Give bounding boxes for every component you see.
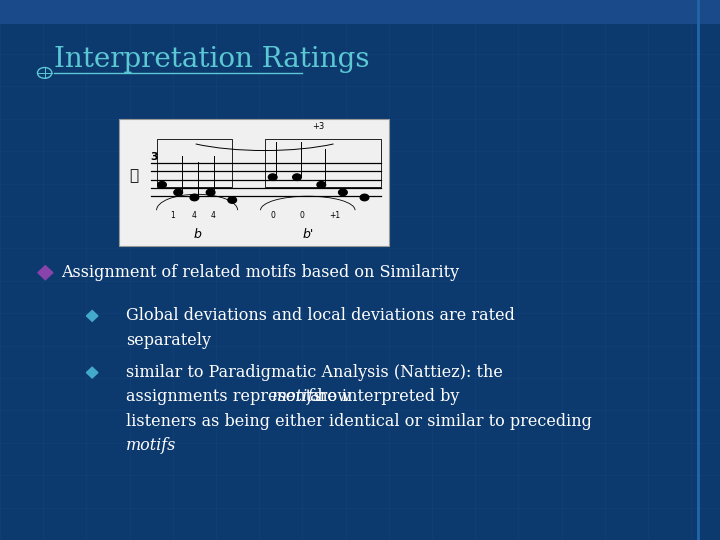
Polygon shape <box>86 310 98 321</box>
Circle shape <box>228 197 236 203</box>
Text: 1: 1 <box>171 211 175 220</box>
Polygon shape <box>86 367 98 378</box>
Text: motifs: motifs <box>272 388 323 406</box>
FancyBboxPatch shape <box>119 119 389 246</box>
Text: 3: 3 <box>150 152 158 162</box>
FancyBboxPatch shape <box>0 0 720 24</box>
Text: +1: +1 <box>329 211 341 220</box>
Text: 0: 0 <box>300 211 305 220</box>
Text: Assignment of related motifs based on Similarity: Assignment of related motifs based on Si… <box>61 264 459 281</box>
Text: separately: separately <box>126 332 211 349</box>
Text: b: b <box>193 228 201 241</box>
Text: +3: +3 <box>312 122 325 131</box>
Text: 4: 4 <box>211 211 216 220</box>
Circle shape <box>190 194 199 201</box>
Text: 0: 0 <box>270 211 275 220</box>
Circle shape <box>174 189 183 195</box>
Text: b': b' <box>302 228 313 241</box>
Text: 4: 4 <box>192 211 197 220</box>
Circle shape <box>292 174 301 180</box>
Text: similar to Paradigmatic Analysis (Nattiez): the: similar to Paradigmatic Analysis (Nattie… <box>126 364 503 381</box>
Circle shape <box>317 181 325 188</box>
Text: Global deviations and local deviations are rated: Global deviations and local deviations a… <box>126 307 515 325</box>
Circle shape <box>338 189 347 195</box>
Text: 𝄞: 𝄞 <box>130 168 139 184</box>
Text: Interpretation Ratings: Interpretation Ratings <box>54 46 369 73</box>
Polygon shape <box>38 266 53 280</box>
Text: listeners as being either identical or similar to preceding: listeners as being either identical or s… <box>126 413 592 430</box>
Text: motifs: motifs <box>126 437 176 454</box>
Circle shape <box>207 189 215 195</box>
Circle shape <box>360 194 369 201</box>
Text: assignments represent how: assignments represent how <box>126 388 356 406</box>
Text: are interpreted by: are interpreted by <box>305 388 459 406</box>
Circle shape <box>269 174 277 180</box>
Circle shape <box>158 181 166 188</box>
